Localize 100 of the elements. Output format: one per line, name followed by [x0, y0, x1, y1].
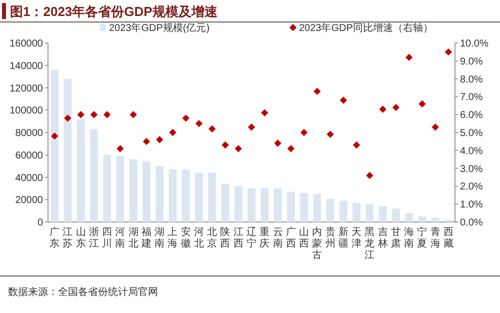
point	[116, 145, 124, 152]
point	[142, 138, 150, 146]
x-tick-label: 广西	[286, 226, 296, 250]
bar	[405, 213, 413, 222]
point	[379, 106, 386, 113]
x-tick-label: 宁夏	[417, 226, 428, 250]
y-tick-label: 140000	[10, 60, 44, 72]
legend-label: 2023年GDP同比增速（右轴）	[299, 22, 433, 34]
bar	[431, 218, 440, 222]
y-tick-label: 40000	[15, 172, 44, 184]
x-tick-label: 江西	[233, 226, 244, 250]
y2-tick-label: 1.0%	[460, 200, 483, 211]
x-tick-label: 贵州	[325, 226, 336, 250]
bar	[116, 156, 124, 222]
point	[314, 88, 321, 95]
bar	[208, 172, 216, 222]
y2-tick-label: 7.0%	[460, 92, 483, 104]
y2-tick-label: 4.0%	[460, 146, 483, 157]
bar	[129, 159, 138, 222]
x-tick-label: 甘肃	[390, 226, 401, 250]
point	[77, 111, 84, 118]
point	[195, 120, 203, 128]
x-tick-label: 辽宁	[246, 226, 256, 250]
bar	[378, 206, 387, 222]
x-tick-label: 云南	[272, 227, 283, 250]
point	[261, 109, 268, 116]
point	[90, 111, 98, 118]
x-tick-label: 河北	[194, 226, 204, 250]
x-tick-label: 上海	[168, 226, 178, 250]
bar	[195, 172, 203, 222]
x-tick-label: 新疆	[338, 226, 348, 250]
point	[222, 141, 229, 149]
point	[182, 114, 190, 122]
bar	[418, 216, 426, 222]
point	[156, 136, 164, 144]
point	[287, 145, 294, 152]
y2-tick-label: 2.0%	[460, 182, 483, 193]
point	[64, 114, 72, 122]
point	[234, 145, 242, 152]
y2-tick-label: 0.0%	[460, 218, 483, 228]
x-tick-label: 吉林	[376, 226, 388, 250]
bar	[286, 192, 295, 222]
y2-tick-label: 3.0%	[460, 164, 483, 175]
point	[130, 111, 137, 118]
x-tick-label: 重庆	[260, 226, 270, 250]
x-tick-label: 江苏	[62, 226, 73, 250]
bar	[50, 70, 59, 222]
y-tick-label: 100000	[10, 106, 44, 117]
y-tick-label: 80000	[15, 128, 44, 139]
bar	[366, 204, 374, 222]
y2-tick-label: 10.0%	[460, 38, 488, 50]
y2-tick-label: 9.0%	[460, 56, 483, 68]
legend-label: 2023年GDP规模(亿元)	[109, 22, 210, 34]
bar	[392, 208, 400, 222]
chart-title: 图1：2023年各省份GDP规模及增速	[10, 4, 218, 19]
x-tick-label: 西藏	[443, 227, 454, 250]
point	[326, 130, 334, 138]
x-tick-label: 湖北	[128, 226, 138, 250]
bar	[182, 169, 190, 222]
x-tick-label: 陕西	[220, 226, 230, 250]
x-tick-label: 山东	[76, 226, 86, 250]
point	[248, 124, 256, 131]
bar	[260, 188, 269, 222]
bar	[313, 194, 322, 222]
y2-tick-label: 6.0%	[460, 110, 483, 122]
x-tick-label: 安徽	[180, 226, 191, 250]
point	[392, 104, 400, 112]
y-tick-label: 20000	[15, 195, 44, 206]
x-tick-label: 福建	[140, 226, 152, 250]
bar	[64, 78, 72, 222]
point	[366, 172, 374, 180]
point	[340, 96, 348, 104]
x-tick-label: 黑龙江	[364, 227, 375, 261]
y-tick-label: 60000	[15, 150, 44, 162]
point	[208, 125, 216, 133]
point	[405, 54, 413, 61]
x-tick-label: 浙江	[88, 226, 99, 250]
x-tick-label: 湖南	[154, 226, 165, 250]
bar	[352, 202, 360, 222]
bar	[103, 154, 112, 222]
x-tick-label: 四川	[102, 227, 112, 250]
bar	[274, 188, 282, 222]
bar	[221, 184, 230, 222]
x-tick-label: 北京	[207, 226, 218, 250]
point	[274, 140, 282, 147]
y-tick-label: 120000	[10, 83, 44, 94]
x-tick-label: 海南	[404, 226, 414, 250]
point	[444, 48, 452, 56]
bar	[248, 188, 256, 222]
point	[169, 128, 176, 136]
point	[432, 124, 439, 131]
y-tick-label: 160000	[10, 38, 44, 50]
bar	[326, 198, 334, 222]
bar	[234, 186, 242, 222]
x-tick-label: 山西	[299, 226, 310, 250]
point	[50, 132, 58, 140]
bar	[339, 200, 348, 222]
bar	[76, 119, 85, 222]
bar	[90, 129, 98, 222]
x-tick-label: 广东	[50, 226, 60, 250]
